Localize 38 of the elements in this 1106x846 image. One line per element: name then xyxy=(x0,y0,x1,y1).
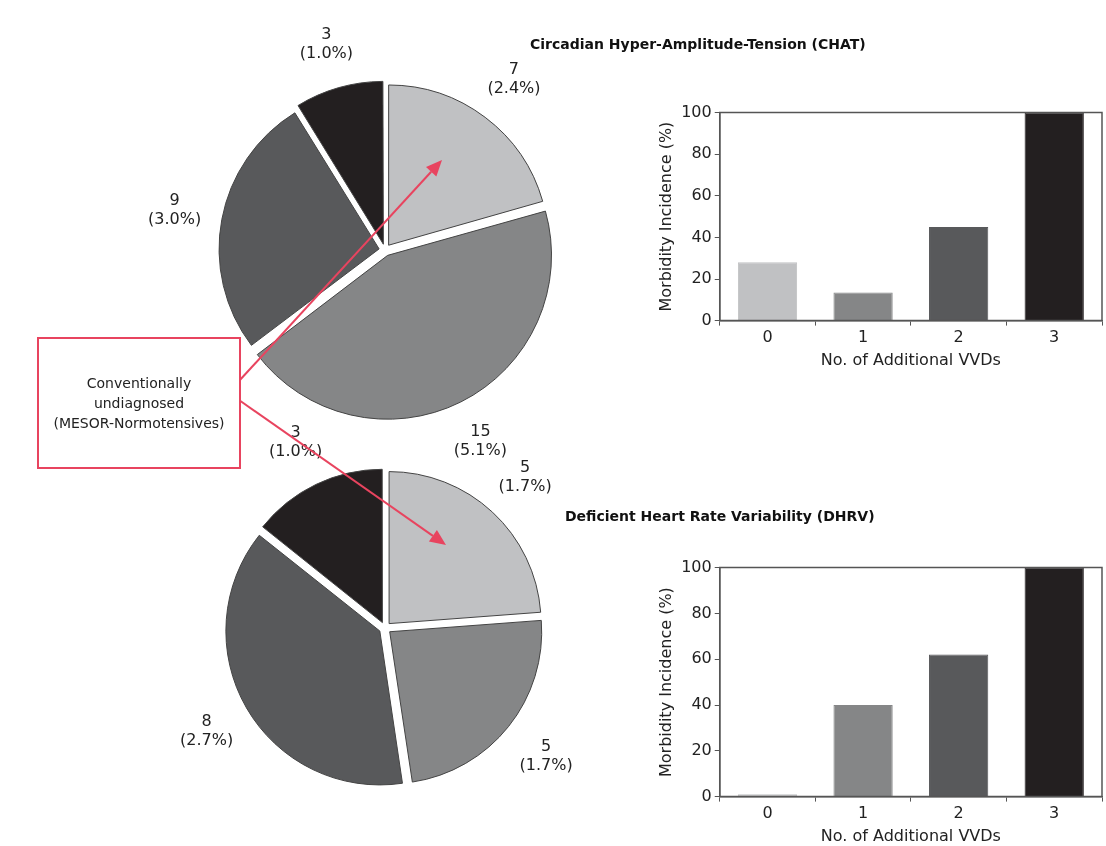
data-label: 8 (2.7%) xyxy=(180,710,234,749)
bar xyxy=(737,262,798,321)
data-label: 9 (3.0%) xyxy=(148,190,202,229)
y-tick-label: 60 xyxy=(691,184,712,204)
data-label: 3 (1.0%) xyxy=(299,23,354,62)
bar xyxy=(1024,567,1084,797)
x-tick-label: 0 xyxy=(762,327,773,347)
y-tick-label: 20 xyxy=(691,739,712,759)
x-tick-label: 2 xyxy=(953,327,964,347)
data-label: 5 (1.7%) xyxy=(519,736,573,775)
x-tick-label: 3 xyxy=(1049,327,1060,347)
chart-title: Deficient Heart Rate Variability (DHRV) xyxy=(565,508,875,524)
bar xyxy=(833,292,893,321)
bar xyxy=(833,705,893,797)
y-tick-label: 0 xyxy=(701,785,712,805)
y-tick-label: 80 xyxy=(691,602,712,622)
x-tick-label: 0 xyxy=(762,803,773,823)
x-tick-label: 1 xyxy=(857,803,869,823)
y-tick-label: 60 xyxy=(691,648,712,668)
y-tick-label: 100 xyxy=(681,101,712,121)
y-tick-label: 20 xyxy=(691,268,712,288)
y-tick-label: 0 xyxy=(701,309,712,329)
y-axis-title: Morbidity Incidence (%) xyxy=(655,121,675,312)
data-label: 15 (5.1%) xyxy=(453,421,507,460)
y-axis-title: Morbidity Incidence (%) xyxy=(655,587,675,778)
x-tick-label: 2 xyxy=(953,803,964,823)
y-tick-label: 40 xyxy=(691,226,712,246)
y-tick-label: 100 xyxy=(681,556,712,576)
x-tick-label: 1 xyxy=(857,327,869,347)
x-axis-title: No. of Additional VVDs xyxy=(820,825,1001,845)
data-label: 7 (2.4%) xyxy=(487,58,541,97)
y-tick-label: 80 xyxy=(691,143,712,163)
text: Conventionally undiagnosed (MESOR-Normotensives) xyxy=(37,337,241,469)
x-tick-label: 3 xyxy=(1049,803,1060,823)
y-tick-label: 40 xyxy=(691,694,712,714)
x-axis-title: No. of Additional VVDs xyxy=(820,349,1001,369)
bar xyxy=(1024,112,1084,321)
chart-title: Circadian Hyper-Amplitude-Tension (CHAT) xyxy=(530,36,866,52)
